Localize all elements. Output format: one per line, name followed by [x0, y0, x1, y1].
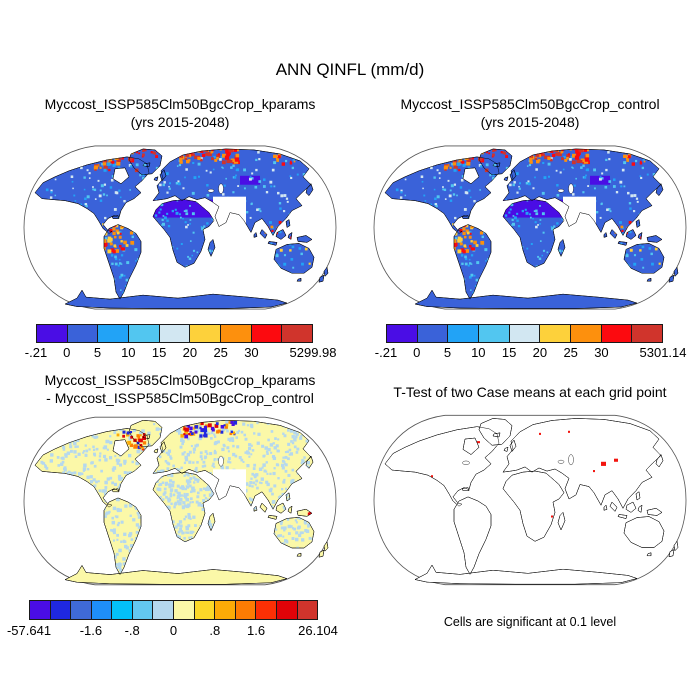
panel-title-ttest-line1: T-Test of two Case means at each grid po… — [393, 384, 667, 400]
colorbar-cell — [632, 325, 663, 342]
colorbar-cell — [30, 601, 51, 619]
colorbar-cell — [297, 601, 318, 619]
colorbar-cell — [67, 325, 99, 342]
colorbar-cell — [91, 601, 113, 619]
colorbar-cell — [98, 325, 130, 342]
colorbar-tick-label: 1.6 — [247, 623, 266, 638]
map-control — [365, 137, 695, 318]
colorbar-cell — [215, 601, 236, 619]
figure-title: ANN QINFL (mm/d) — [275, 60, 425, 79]
colorbar-control — [386, 324, 663, 343]
land-layer — [34, 148, 329, 309]
panel-title-control: Myccost_ISSP585Clm50BgcCrop_control (yrs… — [355, 95, 700, 131]
panel-title-diff: Myccost_ISSP585Clm50BgcCrop_kparams - My… — [5, 371, 355, 407]
colorbar-tick-label: 0 — [63, 345, 71, 360]
panel-title-control-line2: (yrs 2015-2048) — [480, 114, 580, 130]
colorbar-tick-label: 0 — [169, 623, 178, 638]
colorbar-cell — [129, 325, 160, 342]
colorbar-cell — [448, 325, 480, 342]
lake — [462, 460, 470, 465]
colorbar-tick-label: .8 — [209, 623, 221, 638]
colorbar-cell — [37, 325, 68, 342]
colorbar-cell — [251, 325, 283, 342]
colorbar-tick-label: -1.6 — [79, 623, 103, 638]
colorbar-cell — [159, 325, 191, 342]
colorbar-tick-label: -.21 — [24, 345, 48, 360]
colorbar-cell — [571, 325, 602, 342]
colorbar-tick-label: -57.641 — [6, 623, 52, 638]
colorbar-ticks-diff: -57.641 -1.6 -.8 0 .8 1.6 26.104 — [7, 623, 338, 639]
colorbar-tick-label: 5301.14 — [639, 345, 687, 360]
coastline-layer — [34, 148, 329, 309]
lake — [568, 454, 574, 466]
colorbar-cell — [540, 325, 572, 342]
colorbar-diff — [29, 600, 318, 620]
colorbar-cell — [50, 601, 72, 619]
colorbar-cell — [112, 601, 133, 619]
colorbar-cell — [417, 325, 449, 342]
colorbar-tick-label: 25 — [213, 345, 228, 360]
coastline-layer — [384, 418, 679, 585]
colorbar-ticks-kparams: -.21 0 5 10 15 20 25 30 5299.98 — [25, 345, 337, 361]
lake — [218, 183, 224, 194]
colorbar-ticks-control: -.21 0 5 10 15 20 25 30 5301.14 — [375, 345, 687, 361]
colorbar-cell — [479, 325, 510, 342]
colorbar-cell — [194, 601, 216, 619]
lake — [218, 455, 224, 467]
colorbar-tick-label: 30 — [244, 345, 259, 360]
panel-title-kparams-line1: Myccost_ISSP585Clm50BgcCrop_kparams — [44, 96, 316, 112]
coastline-layer — [384, 148, 679, 309]
lake — [207, 188, 215, 193]
panel-title-kparams: Myccost_ISSP585Clm50BgcCrop_kparams (yrs… — [5, 95, 355, 131]
colorbar-tick-label: 30 — [594, 345, 609, 360]
colorbar-tick-label: 5299.98 — [289, 345, 337, 360]
panel-title-diff-line2: - Myccost_ISSP585Clm50BgcCrop_control — [46, 390, 314, 406]
colorbar-tick-label: 10 — [471, 345, 486, 360]
colorbar-cell — [601, 325, 633, 342]
colorbar-tick-label: 26.104 — [298, 623, 338, 638]
lake — [557, 188, 565, 193]
colorbar-cell — [221, 325, 252, 342]
colorbar-cell — [282, 325, 313, 342]
colorbar-cell — [71, 601, 92, 619]
map-diff — [15, 408, 345, 594]
map-kparams — [15, 137, 345, 318]
panel-title-control-line1: Myccost_ISSP585Clm50BgcCrop_control — [400, 96, 660, 112]
colorbar-cell — [174, 601, 195, 619]
lake — [568, 183, 574, 194]
colorbar-kparams — [36, 324, 313, 343]
colorbar-cell — [509, 325, 541, 342]
colorbar-tick-label: -.8 — [124, 623, 140, 638]
colorbar-cell — [235, 601, 257, 619]
colorbar-tick-label: 15 — [501, 345, 517, 360]
colorbar-cell — [153, 601, 175, 619]
coastline-layer — [34, 420, 329, 585]
colorbar-tick-label: 5 — [93, 345, 102, 360]
panel-title-diff-line1: Myccost_ISSP585Clm50BgcCrop_kparams — [44, 372, 316, 388]
significance-note: Cells are significant at 0.1 level — [443, 615, 617, 629]
colorbar-tick-label: 15 — [151, 345, 167, 360]
colorbar-tick-label: 20 — [182, 345, 198, 360]
colorbar-cell — [276, 601, 298, 619]
colorbar-cell — [190, 325, 222, 342]
map-ttest — [365, 406, 695, 594]
colorbar-cell — [132, 601, 154, 619]
panel-title-ttest: T-Test of two Case means at each grid po… — [355, 383, 700, 401]
colorbar-tick-label: 0 — [413, 345, 421, 360]
colorbar-cell — [256, 601, 277, 619]
colorbar-tick-label: 5 — [443, 345, 452, 360]
colorbar-tick-label: -.21 — [374, 345, 398, 360]
colorbar-tick-label: 25 — [563, 345, 578, 360]
colorbar-cell — [387, 325, 418, 342]
lake — [557, 459, 565, 464]
colorbar-tick-label: 20 — [532, 345, 548, 360]
panel-title-kparams-line2: (yrs 2015-2048) — [130, 114, 230, 130]
colorbar-tick-label: 10 — [121, 345, 136, 360]
